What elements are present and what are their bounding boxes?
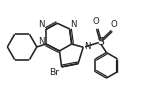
Text: N: N <box>39 20 45 29</box>
Text: Br: Br <box>49 68 59 77</box>
Text: S: S <box>97 37 104 47</box>
Text: N: N <box>84 42 90 51</box>
Text: N: N <box>70 20 77 29</box>
Text: O: O <box>110 20 117 29</box>
Text: O: O <box>93 17 99 26</box>
Text: N: N <box>38 37 45 46</box>
